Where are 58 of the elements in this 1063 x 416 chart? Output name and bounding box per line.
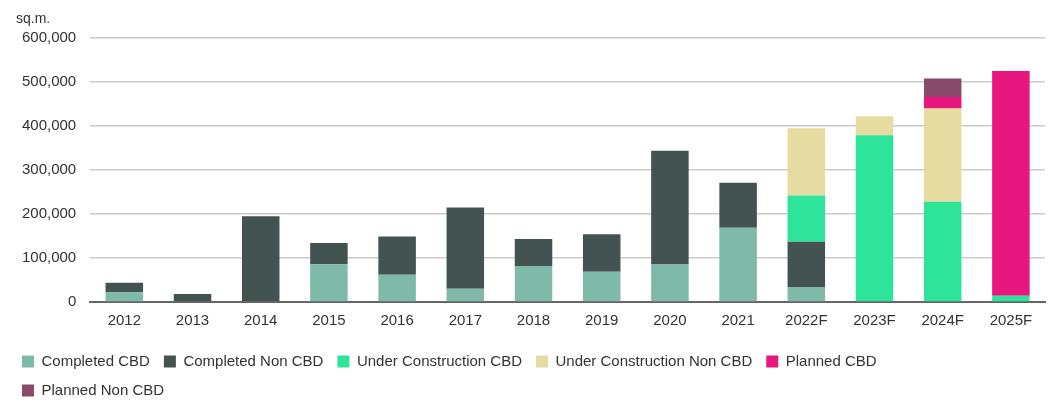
x-tick-label: 2025F (989, 311, 1033, 329)
y-tick-label: 400,000 (21, 116, 77, 134)
legend-label: Planned Non CBD (41, 380, 165, 398)
bar (719, 227, 757, 302)
x-tick-label: 2022F (785, 311, 828, 329)
y-tick-label: 500,000 (21, 72, 77, 90)
y-tick-label: 100,000 (21, 248, 77, 266)
bar (582, 271, 621, 302)
x-tick-label: 2015 (312, 311, 346, 329)
x-tick-label: 2014 (244, 311, 278, 329)
bar (923, 108, 962, 202)
x-tick-label: 2019 (585, 311, 619, 329)
bar (173, 294, 212, 302)
legend-label: Under Construction Non CBD (555, 351, 753, 369)
bar (241, 216, 280, 302)
bar (992, 295, 1030, 302)
bar (105, 292, 144, 302)
x-tick-label: 2016 (380, 311, 414, 329)
bar (651, 264, 689, 302)
bar (855, 135, 894, 302)
bar (787, 128, 826, 196)
legend-label: Under Construction CBD (356, 351, 523, 369)
bar (514, 239, 553, 266)
y-tick-label: 200,000 (21, 204, 77, 222)
bar (923, 201, 962, 302)
bar (446, 288, 485, 302)
bar (787, 241, 826, 288)
bar (514, 265, 553, 302)
x-tick-label: 2017 (448, 311, 482, 329)
bar (310, 264, 348, 302)
bar (446, 207, 485, 289)
bar (651, 150, 689, 265)
x-tick-label: 2018 (516, 311, 551, 329)
x-tick-label: 2020 (653, 311, 687, 329)
bar (787, 287, 826, 302)
y-tick-label: 600,000 (21, 28, 77, 46)
x-tick-label: 2012 (107, 311, 142, 329)
bar (787, 195, 826, 242)
bar (923, 78, 962, 97)
legend-label: Planned CBD (785, 351, 877, 369)
bar (855, 116, 894, 136)
x-tick-label: 2023F (853, 311, 896, 329)
x-tick-label: 2024F (921, 311, 964, 329)
bar (923, 96, 962, 109)
bar (105, 282, 144, 293)
bar (582, 234, 621, 272)
legend-label: Completed Non CBD (183, 351, 324, 369)
bar (378, 236, 416, 275)
y-tick-label: 300,000 (21, 160, 77, 178)
y-tick-label: 0 (67, 292, 77, 310)
bar (719, 182, 757, 228)
bar (310, 243, 348, 265)
y-axis-title: sq.m. (16, 9, 51, 26)
bar (992, 71, 1030, 296)
legend-label: Completed CBD (41, 351, 151, 369)
x-tick-label: 2021 (721, 311, 755, 329)
x-tick-label: 2013 (175, 311, 210, 329)
bar (378, 274, 416, 302)
